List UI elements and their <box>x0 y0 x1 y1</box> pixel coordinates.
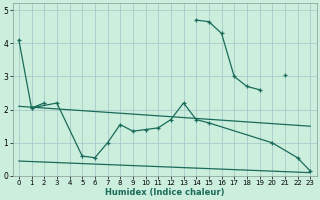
X-axis label: Humidex (Indice chaleur): Humidex (Indice chaleur) <box>105 188 224 197</box>
